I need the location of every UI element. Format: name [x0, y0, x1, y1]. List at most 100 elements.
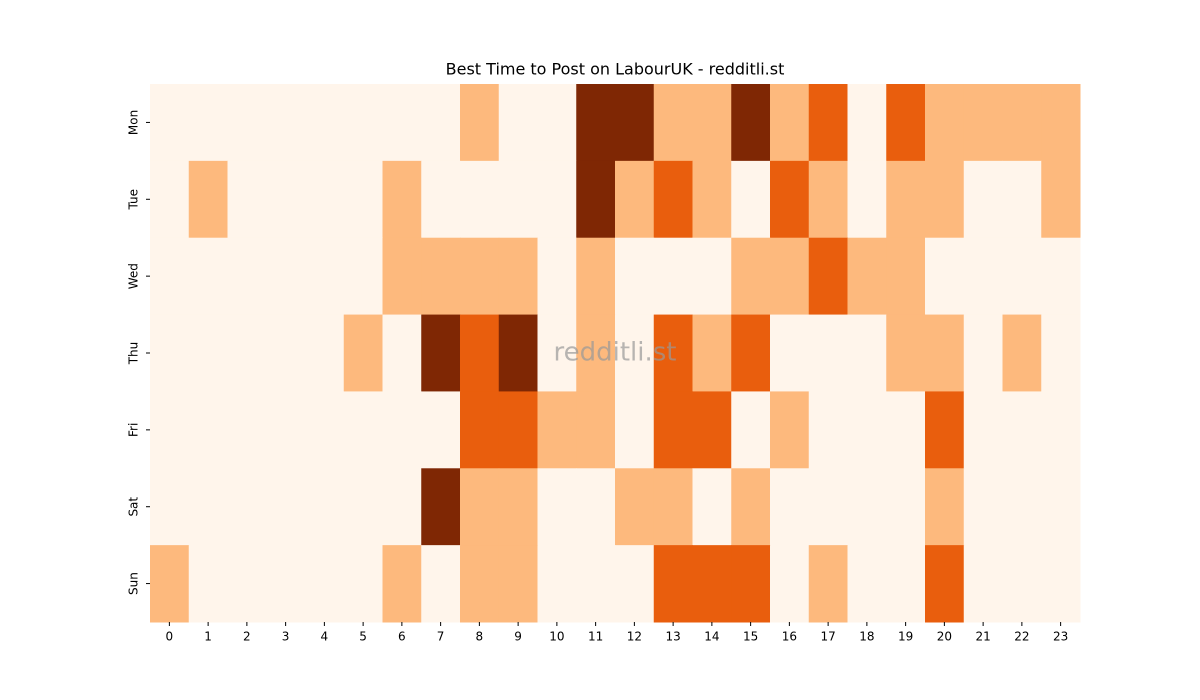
heatmap-cell — [537, 468, 577, 546]
x-tick-label: 6 — [398, 630, 406, 644]
heatmap-cell — [1002, 545, 1042, 623]
heatmap-cell — [498, 160, 538, 239]
heatmap-cell — [731, 391, 771, 469]
heatmap-cell — [498, 314, 538, 392]
heatmap-cell — [925, 237, 965, 316]
heatmap-cell — [886, 545, 926, 623]
heatmap-cell — [963, 160, 1003, 239]
heatmap-cell — [808, 84, 848, 162]
x-tick-label: 23 — [1053, 630, 1068, 644]
heatmap-cell — [963, 545, 1003, 623]
heatmap-cell — [343, 84, 383, 162]
heatmap-cell — [188, 314, 228, 392]
heatmap-cell — [615, 160, 655, 239]
heatmap-cell — [808, 314, 848, 392]
heatmap-cell — [770, 468, 810, 546]
heatmap-cell — [1041, 84, 1081, 162]
heatmap-cell — [576, 84, 616, 162]
heatmap-cell — [653, 160, 693, 239]
heatmap-cell — [382, 237, 422, 316]
heatmap-cell — [305, 314, 345, 392]
heatmap-cell — [692, 160, 732, 239]
heatmap-cell — [1002, 468, 1042, 546]
heatmap-cell — [188, 391, 228, 469]
heatmap-cell — [498, 84, 538, 162]
heatmap-cell — [963, 314, 1003, 392]
y-tick-label: Fri — [127, 423, 141, 437]
y-tick-label: Thu — [127, 342, 141, 366]
heatmap-cell — [1041, 545, 1081, 623]
x-tick-label: 3 — [282, 630, 290, 644]
heatmap-cell — [963, 84, 1003, 162]
heatmap-cell — [343, 391, 383, 469]
heatmap-cell — [382, 468, 422, 546]
heatmap-cell — [692, 545, 732, 623]
heatmap-cell — [653, 314, 693, 392]
heatmap-cell — [305, 160, 345, 239]
heatmap-cell — [770, 160, 810, 239]
heatmap-cell — [847, 545, 887, 623]
heatmap-cell — [343, 160, 383, 239]
heatmap-cell — [770, 545, 810, 623]
heatmap-cell — [421, 314, 461, 392]
heatmap-cell — [460, 237, 500, 316]
heatmap-cell — [653, 84, 693, 162]
heatmap-cell — [653, 237, 693, 316]
heatmap-cell — [227, 314, 267, 392]
heatmap-cell — [847, 84, 887, 162]
heatmap-cell — [576, 545, 616, 623]
heatmap-cell — [305, 468, 345, 546]
y-tick-label: Tue — [127, 189, 141, 211]
heatmap-cell — [808, 237, 848, 316]
x-tick-label: 4 — [321, 630, 329, 644]
heatmap-cell — [537, 545, 577, 623]
heatmap-cell — [692, 84, 732, 162]
x-tick-label: 16 — [782, 630, 797, 644]
heatmap-cell — [576, 237, 616, 316]
x-tick-label: 22 — [1014, 630, 1029, 644]
heatmap-cell — [731, 314, 771, 392]
heatmap-cell — [1002, 391, 1042, 469]
heatmap-cell — [537, 314, 577, 392]
heatmap-cell — [150, 468, 190, 546]
heatmap-cell — [305, 84, 345, 162]
heatmap-cell — [925, 84, 965, 162]
heatmap-cell — [460, 84, 500, 162]
x-tick-label: 9 — [514, 630, 522, 644]
x-tick-label: 15 — [743, 630, 758, 644]
heatmap-cell — [382, 314, 422, 392]
heatmap-cell — [537, 237, 577, 316]
x-tick-label: 8 — [476, 630, 484, 644]
heatmap-cell — [305, 391, 345, 469]
x-tick-label: 13 — [665, 630, 680, 644]
heatmap-cell — [188, 84, 228, 162]
heatmap-cell — [498, 391, 538, 469]
heatmap-cell — [692, 237, 732, 316]
heatmap-cell — [925, 314, 965, 392]
heatmap-cell — [653, 391, 693, 469]
heatmap-cell — [692, 314, 732, 392]
heatmap-cell — [150, 391, 190, 469]
y-tick-label: Wed — [127, 263, 141, 289]
heatmap-cell — [266, 314, 306, 392]
heatmap-cell — [731, 84, 771, 162]
heatmap-cell — [847, 468, 887, 546]
heatmap-cell — [886, 314, 926, 392]
heatmap-cell — [498, 545, 538, 623]
heatmap-cell — [925, 160, 965, 239]
x-tick-label: 18 — [859, 630, 874, 644]
heatmap-cell — [421, 84, 461, 162]
heatmap-cell — [1002, 160, 1042, 239]
heatmap-cell — [227, 237, 267, 316]
heatmap-cell — [305, 545, 345, 623]
heatmap-cell — [770, 237, 810, 316]
heatmap-cell — [150, 545, 190, 623]
heatmap-cell — [808, 468, 848, 546]
heatmap-cell — [1041, 160, 1081, 239]
heatmap-cell — [382, 545, 422, 623]
heatmap-cell — [382, 160, 422, 239]
heatmap-cell — [615, 545, 655, 623]
heatmap-cell — [421, 468, 461, 546]
heatmap-cell — [227, 84, 267, 162]
